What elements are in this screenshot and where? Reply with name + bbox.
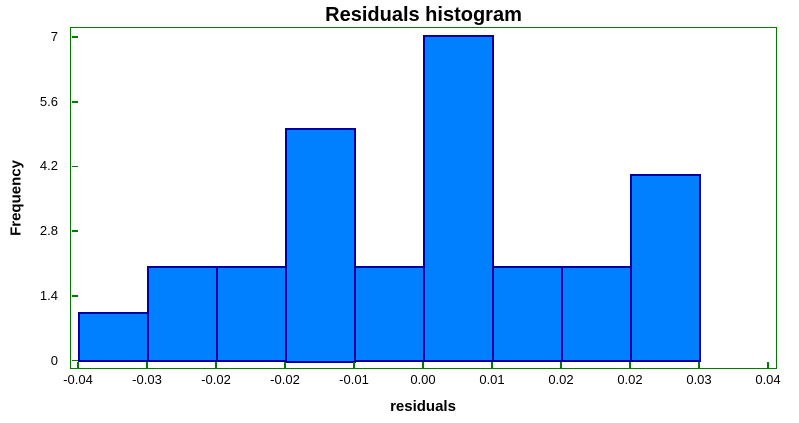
- histogram-bar: [492, 266, 563, 363]
- histogram-bar: [561, 266, 632, 363]
- x-tick: [767, 361, 769, 368]
- chart-title: Residuals histogram: [325, 4, 522, 26]
- histogram-bar: [147, 266, 218, 363]
- y-tick: [71, 101, 78, 103]
- x-tick-label: -0.01: [339, 372, 369, 387]
- histogram-bar: [78, 312, 149, 363]
- x-tick-label: 0.03: [686, 372, 712, 387]
- x-tick: [422, 361, 424, 368]
- y-tick-label: 4.2: [39, 158, 58, 174]
- x-tick: [629, 361, 631, 368]
- x-tick-label: 0.02: [548, 372, 574, 387]
- x-tick: [215, 361, 217, 368]
- x-tick: [77, 361, 79, 368]
- x-tick: [491, 361, 493, 368]
- y-tick-label: 7: [50, 29, 58, 45]
- x-tick-label: 0.02: [617, 372, 643, 387]
- x-tick: [146, 361, 148, 368]
- histogram-bar: [423, 35, 494, 363]
- x-tick: [560, 361, 562, 368]
- x-tick-label: -0.02: [270, 372, 300, 387]
- y-tick: [71, 165, 78, 168]
- y-tick: [71, 359, 78, 362]
- y-tick: [71, 36, 78, 38]
- histogram-bar: [630, 173, 701, 363]
- histogram-bar: [285, 127, 356, 363]
- x-tick-label: -0.04: [63, 372, 93, 387]
- y-tick: [71, 295, 78, 297]
- plot-frame: [70, 27, 777, 369]
- x-tick-label: -0.03: [132, 372, 162, 387]
- x-tick: [284, 361, 286, 368]
- y-tick-label: 0: [50, 352, 58, 368]
- x-axis-label: residuals: [390, 398, 456, 415]
- x-tick: [698, 361, 700, 368]
- y-tick-label: 2.8: [39, 223, 58, 239]
- y-tick: [71, 230, 78, 232]
- x-tick-label: -0.02: [201, 372, 231, 387]
- x-tick-label: 0.04: [755, 372, 781, 387]
- plot-area: [70, 27, 777, 369]
- y-tick-label: 1.4: [39, 287, 58, 303]
- y-tick-label: 5.6: [39, 93, 58, 109]
- x-tick-label: 0.01: [479, 372, 505, 387]
- x-tick-label: 0.00: [410, 372, 436, 387]
- x-tick: [353, 361, 355, 368]
- histogram-bar: [216, 266, 287, 363]
- histogram-bar: [354, 266, 425, 363]
